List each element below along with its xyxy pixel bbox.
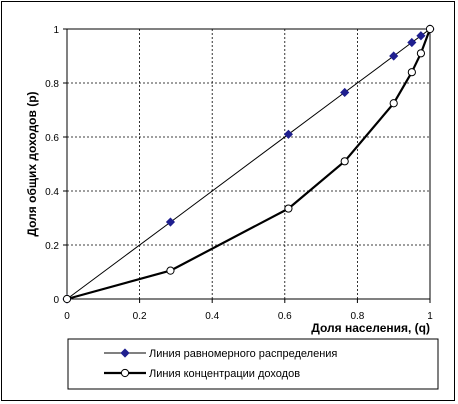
x-axis-title: Доля населения, (q) xyxy=(311,321,430,335)
series-2-point xyxy=(425,24,435,34)
series-2-point xyxy=(166,266,175,275)
tick-labels: 0 0.2 0.4 0.6 0.8 1 0 0.2 0.4 0.6 0.8 1 xyxy=(45,25,433,322)
y-tick-label: 0 xyxy=(53,295,59,306)
x-tick-label: 0.8 xyxy=(350,311,364,322)
series-2-point xyxy=(416,49,426,58)
series-2-point xyxy=(340,157,349,166)
series-markers xyxy=(62,24,435,304)
y-tick-label: 0.2 xyxy=(45,241,59,252)
x-tick-label: 0.4 xyxy=(205,311,219,322)
x-tick-label: 0.2 xyxy=(133,311,147,322)
x-tick-label: 1 xyxy=(427,311,433,322)
series-2-point xyxy=(284,204,293,213)
x-tick-label: 0 xyxy=(64,311,70,322)
y-axis-title: Доля общих доходов (р) xyxy=(25,91,39,236)
series-1-point xyxy=(389,51,399,61)
series-2-point xyxy=(389,99,398,108)
x-tick-label: 0.6 xyxy=(278,311,292,322)
y-tick-label: 1 xyxy=(53,25,59,36)
legend-box xyxy=(67,338,439,390)
series-1-point xyxy=(416,31,426,41)
series-2-point xyxy=(62,294,72,304)
legend: Линия равномерного распределения Линия ко… xyxy=(67,338,439,390)
legend-marker-2 xyxy=(120,368,130,378)
y-tick-label: 0.4 xyxy=(45,187,59,198)
y-tick-label: 0.8 xyxy=(45,79,59,90)
series-1-point xyxy=(165,217,176,227)
legend-label-1: Линия равномерного распределения xyxy=(149,348,337,360)
gridlines xyxy=(67,29,430,299)
series-1-point xyxy=(340,87,350,98)
series-1-point xyxy=(283,129,293,139)
legend-label-2: Линия концентрации доходов xyxy=(149,368,300,380)
legend-marker-1 xyxy=(120,348,130,358)
y-tick-label: 0.6 xyxy=(45,133,59,144)
series-2-point xyxy=(407,68,416,77)
series-1-point xyxy=(407,37,417,48)
